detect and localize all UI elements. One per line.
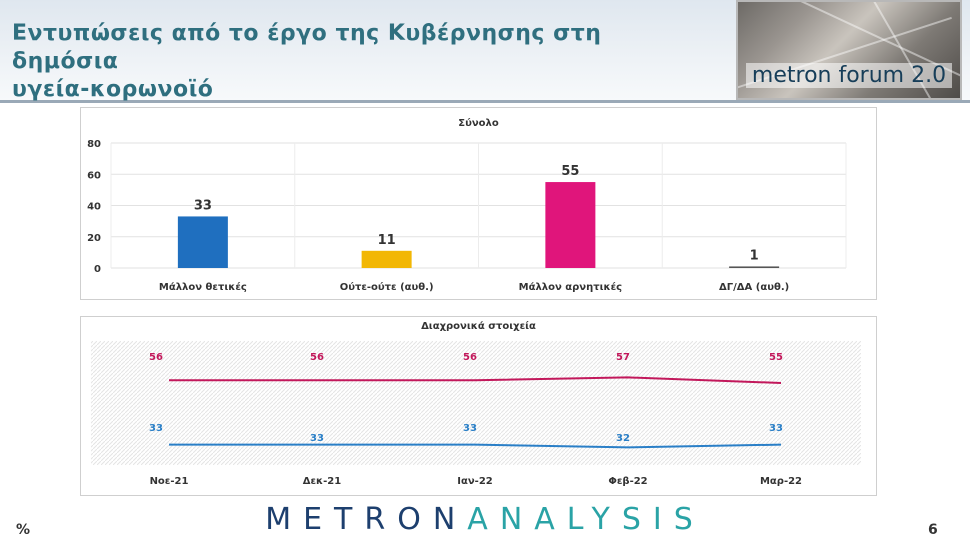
line-xtick-label: Μαρ-22	[760, 476, 802, 487]
line-chart-panel: Διαχρονικά στοιχεία 56 56 56 57 55 33 33 33 32 33…	[80, 316, 877, 496]
bar-ytick-label: 40	[87, 202, 101, 213]
line-xtick-label: Φεβ-22	[608, 476, 647, 487]
bar-chart-panel: Σύνολο 0 20 40 60 80 33 Μάλλον θετικές 11 Ούτε-ο…	[80, 107, 877, 300]
percent-unit-label: %	[16, 522, 31, 538]
line-data-label: 57	[616, 352, 630, 363]
bar-chart: 0 20 40 60 80 33 Μάλλον θετικές 11 Ούτε-ούτε (αυ…	[87, 139, 847, 293]
bar	[545, 182, 596, 268]
line-data-label: 33	[769, 423, 783, 434]
line-data-label: 33	[149, 423, 163, 434]
line-data-label: 56	[463, 352, 477, 363]
slide-title-line2: υγεία-κορωνοϊό	[12, 77, 214, 102]
bar-value-label: 33	[194, 198, 212, 213]
bar-chart-title: Σύνολο	[458, 118, 499, 129]
bar	[729, 266, 780, 268]
slide-title-line1: Εντυπώσεις από το έργο της Κυβέρνησης στ…	[12, 21, 602, 74]
line-series	[169, 376, 782, 384]
slide-title: Εντυπώσεις από το έργο της Κυβέρνησης στ…	[12, 20, 712, 104]
line-data-label: 33	[310, 433, 324, 444]
bar-value-label: 55	[561, 164, 579, 179]
line-data-label: 33	[463, 423, 477, 434]
bar-ytick-label: 0	[94, 264, 101, 275]
slide-header: Εντυπώσεις από το έργο της Κυβέρνησης στ…	[0, 0, 970, 103]
bar-value-label: 1	[750, 248, 759, 263]
brand-part2: ANALYSIS	[467, 502, 705, 537]
bar-category-label: Ούτε-ούτε (αυθ.)	[340, 281, 434, 293]
brand-part1: METRON	[265, 502, 468, 537]
line-chart-title: Διαχρονικά στοιχεία	[421, 321, 536, 332]
bar-value-label: 11	[378, 233, 396, 248]
bar	[361, 250, 412, 268]
metron-forum-logo: metron forum 2.0	[736, 0, 962, 100]
metron-forum-logo-text: metron forum 2.0	[746, 63, 952, 88]
bar-ytick-label: 60	[87, 170, 101, 181]
line-data-label: 56	[310, 352, 324, 363]
line-data-label: 55	[769, 352, 783, 363]
line-xtick-label: Ιαν-22	[457, 476, 493, 487]
bar-category-label: ΔΓ/ΔΑ (αυθ.)	[719, 282, 789, 293]
line-data-label: 56	[149, 352, 163, 363]
line-data-label: 32	[616, 433, 630, 444]
metron-analysis-logo: METRONANALYSIS	[0, 502, 970, 537]
line-series	[169, 443, 782, 449]
bar-ytick-label: 80	[87, 139, 101, 150]
bar	[177, 216, 228, 268]
bar-category-label: Μάλλον θετικές	[159, 281, 247, 293]
line-xtick-label: Δεκ-21	[303, 476, 342, 487]
line-xtick-label: Νοε-21	[150, 476, 189, 487]
bar-category-label: Μάλλον αρνητικές	[519, 281, 623, 293]
page-number: 6	[928, 522, 938, 538]
bar-ytick-label: 20	[87, 233, 101, 244]
line-chart: 56 56 56 57 55 33 33 33 32 33 Νοε-21 Δεκ-21 Ιαν-22 Φε…	[91, 341, 861, 487]
